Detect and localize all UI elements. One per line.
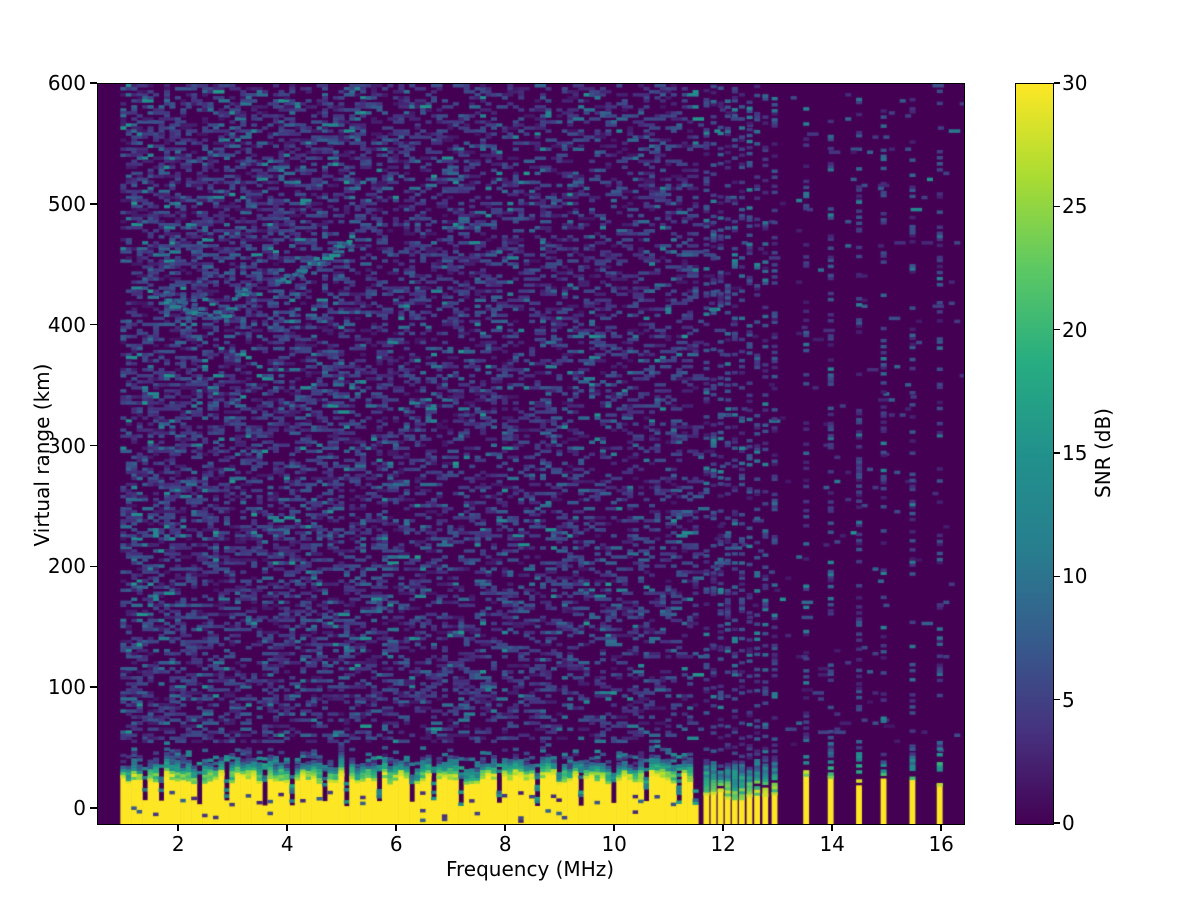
- colorbar-tick-label: 25: [1062, 194, 1088, 219]
- y-tick-mark: [90, 323, 97, 326]
- y-tick-label: 300: [47, 433, 86, 458]
- colorbar-tick-label: 10: [1062, 564, 1088, 589]
- x-tick-mark: [177, 824, 179, 831]
- colorbar-tick-label: 0: [1062, 811, 1075, 835]
- plot-area: [97, 83, 965, 825]
- y-tick-label: 0: [73, 796, 86, 821]
- y-tick-mark: [90, 82, 97, 84]
- x-tick-mark: [395, 824, 397, 831]
- colorbar-tick-label: 30: [1062, 71, 1088, 95]
- colorbar-tick-label: 20: [1062, 317, 1088, 342]
- colorbar-tick-mark: [1054, 698, 1060, 701]
- y-tick-mark: [90, 565, 97, 568]
- x-tick-label: 4: [280, 832, 294, 856]
- x-tick-mark: [504, 824, 506, 831]
- colorbar-tick-mark: [1054, 82, 1060, 84]
- x-tick-label: 10: [601, 832, 627, 856]
- colorbar-tick-label: 15: [1062, 441, 1088, 465]
- y-tick-label: 600: [47, 71, 86, 95]
- colorbar: [1015, 83, 1054, 825]
- y-tick-label: 200: [47, 554, 86, 579]
- x-tick-mark: [940, 824, 942, 831]
- y-tick-label: 400: [47, 312, 86, 337]
- y-tick-label: 100: [47, 675, 86, 700]
- x-axis-label: Frequency (MHz): [445, 857, 615, 881]
- x-tick-label: 6: [389, 832, 403, 856]
- colorbar-tick-mark: [1054, 822, 1060, 824]
- y-tick-mark: [90, 686, 97, 688]
- ionogram-heatmap-canvas: [98, 84, 964, 824]
- y-tick-label: 500: [47, 191, 86, 216]
- colorbar-tick-mark: [1054, 575, 1060, 578]
- x-tick-label: 2: [171, 832, 185, 856]
- colorbar-tick-label: 5: [1062, 687, 1075, 712]
- x-tick-mark: [831, 824, 833, 831]
- y-tick-mark: [90, 807, 97, 809]
- colorbar-tick-mark: [1054, 452, 1060, 454]
- x-tick-mark: [722, 824, 724, 831]
- x-tick-label: 8: [498, 832, 512, 856]
- y-tick-mark: [90, 444, 97, 447]
- x-tick-label: 14: [819, 832, 845, 856]
- colorbar-tick-mark: [1054, 328, 1060, 331]
- x-tick-mark: [613, 824, 615, 831]
- x-tick-label: 12: [710, 832, 736, 856]
- y-tick-mark: [90, 203, 97, 205]
- colorbar-tick-mark: [1054, 205, 1060, 208]
- x-tick-label: 16: [928, 832, 954, 856]
- x-tick-mark: [286, 824, 288, 831]
